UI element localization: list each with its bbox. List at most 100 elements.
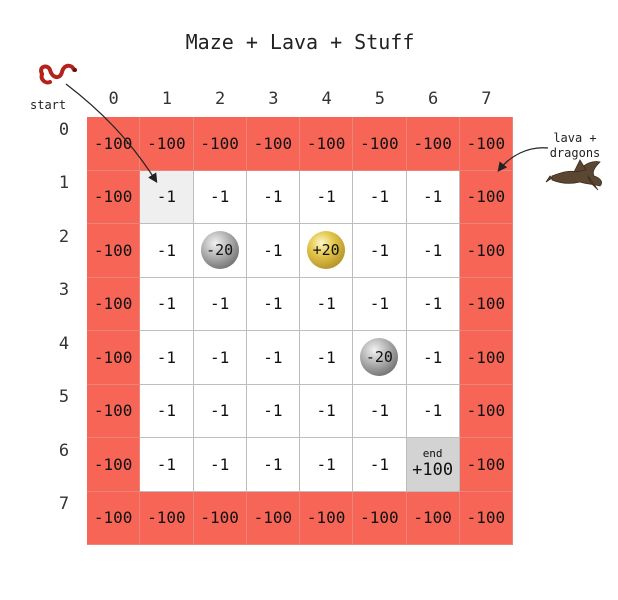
maze-cell-6-5: -1 (353, 438, 407, 492)
cell-value: -100 (93, 401, 133, 421)
column-label-4: 4 (321, 89, 332, 109)
end-cell: end +100 (406, 438, 460, 492)
column-label-7: 7 (481, 89, 492, 109)
maze-cell-2-6: -1 (406, 224, 460, 278)
cell-value: -1 (369, 454, 389, 474)
cell-value: -100 (93, 508, 133, 528)
cell-value: -1 (209, 187, 230, 207)
maze-cell-3-5: -1 (353, 277, 407, 331)
maze-cell-6-1: -1 (140, 438, 194, 492)
row-label-2: 2 (58, 226, 70, 247)
cell-value: -100 (306, 508, 346, 528)
column-label-1: 1 (161, 89, 172, 109)
cell-value: -100 (93, 133, 133, 153)
end-label: end (422, 447, 443, 461)
row-label-7: 7 (58, 494, 70, 515)
lava-cell-7-1: -100 (140, 491, 194, 545)
lava-cell-1-7: -100 (459, 170, 513, 224)
lava-cell-5-7: -100 (459, 384, 513, 438)
cell-value: -1 (156, 454, 176, 474)
maze-cell-5-4: -1 (300, 384, 354, 438)
row-label-0: 0 (58, 119, 70, 140)
cell-value: -100 (200, 508, 239, 528)
cell-value: -100 (253, 133, 293, 153)
lava-cell-1-0: -100 (87, 170, 141, 224)
lava-cell-7-4: -100 (300, 491, 354, 545)
start-cell: -1 (140, 170, 194, 224)
cell-value: -1 (156, 294, 176, 314)
maze-cell-4-5: -20 (353, 331, 407, 385)
cell-value: -100 (466, 294, 506, 314)
lava-cell-2-0: -100 (87, 224, 141, 278)
cell-value: -1 (209, 401, 230, 421)
lava-annotation: lava + dragons (549, 131, 601, 160)
row-label-3: 3 (58, 280, 70, 301)
maze-cell-1-2: -1 (193, 170, 247, 224)
cell-value: -100 (466, 133, 506, 153)
cell-value: -1 (209, 454, 230, 474)
cell-value: -1 (263, 401, 283, 421)
maze-cell-1-3: -1 (246, 170, 300, 224)
cell-value: -1 (263, 454, 283, 474)
cell-value: -1 (156, 401, 176, 421)
maze-grid: -100 -100 -100 -100 -100 -100 -100 -100 -100 -1 -1… (87, 117, 513, 545)
lava-cell-5-0: -100 (87, 384, 141, 438)
cell-value: -1 (316, 187, 336, 207)
cell-value: -1 (422, 401, 443, 421)
maze-cell-1-4: -1 (300, 170, 354, 224)
lava-cell-7-2: -100 (193, 491, 247, 545)
maze-cell-1-6: -1 (406, 170, 460, 224)
cell-value: -1 (209, 347, 230, 367)
snake-icon (39, 63, 77, 85)
grey-ball-penalty: -20 (360, 338, 399, 377)
cell-value: -1 (263, 187, 283, 207)
cell-value: -1 (422, 187, 443, 207)
maze-cell-1-5: -1 (353, 170, 407, 224)
lava-cell-4-7: -100 (459, 331, 513, 385)
maze-cell-5-3: -1 (246, 384, 300, 438)
maze-cell-6-3: -1 (246, 438, 300, 492)
cell-value: -100 (466, 508, 506, 528)
column-label-3: 3 (268, 89, 279, 109)
maze-cell-2-1: -1 (140, 224, 194, 278)
cell-value: -100 (466, 187, 506, 207)
cell-value: -1 (316, 347, 336, 367)
cell-value: -1 (263, 240, 283, 260)
end-reward: +100 (412, 460, 454, 481)
lava-cell-0-1: -100 (140, 117, 194, 171)
cell-value: -1 (369, 401, 389, 421)
cell-value: -100 (200, 133, 239, 153)
cell-value: -1 (263, 347, 283, 367)
lava-cell-0-3: -100 (246, 117, 300, 171)
cell-value: -100 (93, 294, 133, 314)
lava-cell-0-2: -100 (193, 117, 247, 171)
lava-cell-3-0: -100 (87, 277, 141, 331)
maze-cell-3-1: -1 (140, 277, 194, 331)
cell-value: -100 (93, 454, 133, 474)
cell-value: -100 (306, 133, 346, 153)
maze-cell-2-3: -1 (246, 224, 300, 278)
start-annotation: start (30, 98, 67, 112)
cell-value: -1 (422, 347, 443, 367)
lava-cell-0-6: -100 (406, 117, 460, 171)
lava-cell-7-7: -100 (459, 491, 513, 545)
lava-cell-7-3: -100 (246, 491, 300, 545)
cell-value: -100 (93, 240, 133, 260)
row-label-4: 4 (58, 333, 70, 354)
cell-value: -1 (209, 294, 230, 314)
cell-value: -1 (263, 294, 283, 314)
cell-value: -1 (156, 347, 176, 367)
cell-value: -100 (466, 401, 506, 421)
column-label-0: 0 (108, 89, 119, 109)
row-label-6: 6 (58, 440, 70, 461)
cell-value: -1 (316, 454, 336, 474)
cell-value: -1 (369, 187, 389, 207)
cell-value: -100 (466, 454, 506, 474)
cell-value: -1 (156, 187, 176, 207)
maze-cell-4-2: -1 (193, 331, 247, 385)
maze-cell-2-2: -20 (193, 224, 247, 278)
maze-cell-6-2: -1 (193, 438, 247, 492)
maze-cell-3-6: -1 (406, 277, 460, 331)
lava-cell-4-0: -100 (87, 331, 141, 385)
maze-cell-6-4: -1 (300, 438, 354, 492)
